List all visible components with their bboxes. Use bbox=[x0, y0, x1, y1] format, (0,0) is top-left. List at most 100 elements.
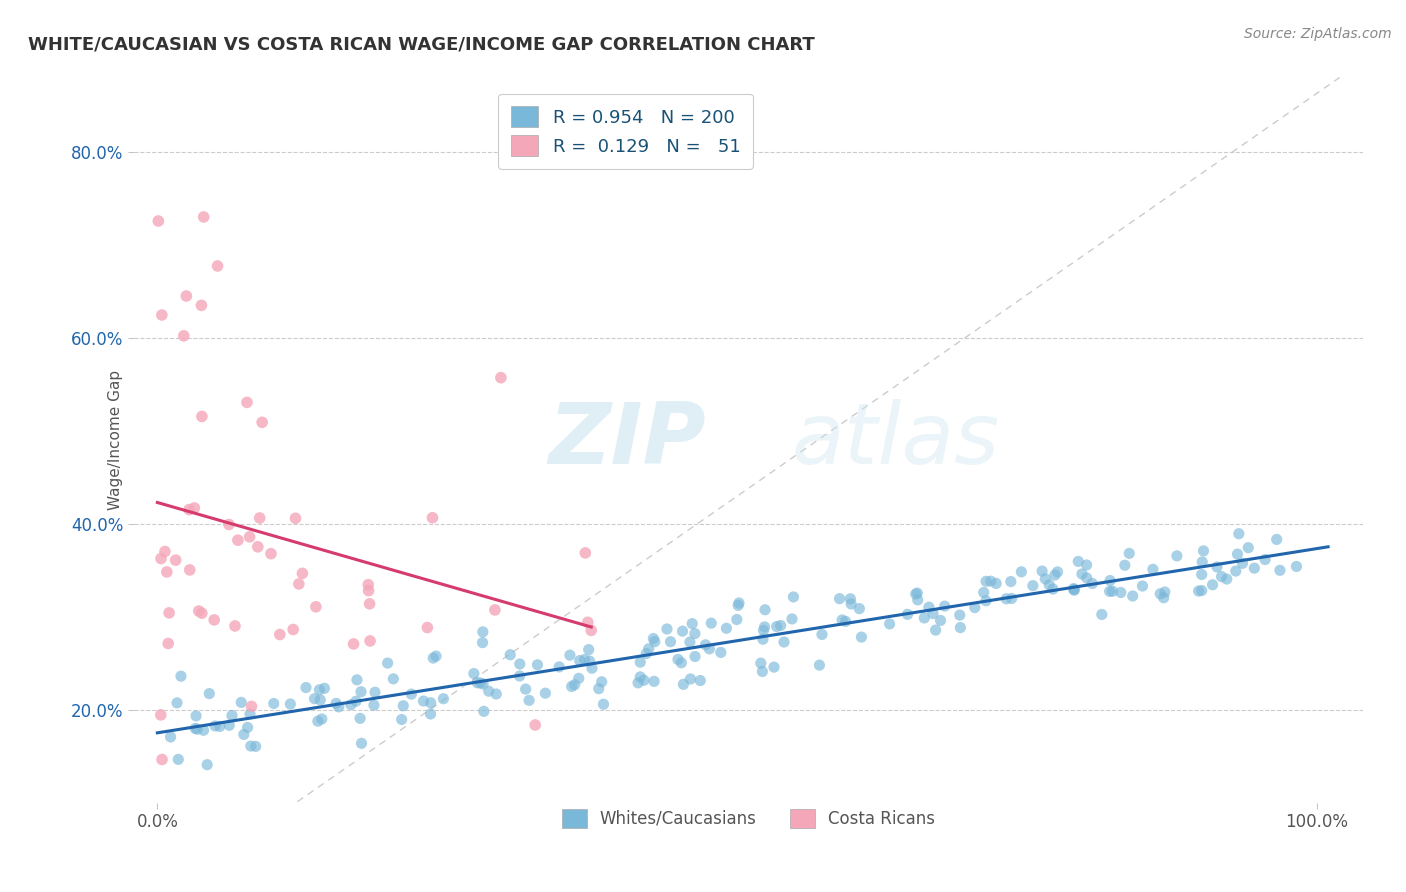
Text: Source: ZipAtlas.com: Source: ZipAtlas.com bbox=[1244, 27, 1392, 41]
Point bbox=[811, 627, 834, 641]
Point bbox=[359, 634, 381, 648]
Point bbox=[578, 642, 600, 657]
Point bbox=[561, 680, 583, 694]
Point bbox=[980, 574, 1002, 589]
Point bbox=[751, 665, 773, 679]
Point bbox=[679, 635, 702, 649]
Point bbox=[934, 599, 956, 613]
Point bbox=[218, 517, 240, 532]
Point bbox=[150, 551, 173, 566]
Point bbox=[1063, 583, 1085, 598]
Point bbox=[1226, 547, 1249, 561]
Point bbox=[974, 574, 997, 589]
Point bbox=[973, 585, 995, 599]
Point bbox=[695, 638, 717, 652]
Point bbox=[515, 682, 537, 697]
Point bbox=[579, 624, 602, 638]
Point bbox=[489, 370, 512, 384]
Point bbox=[284, 511, 307, 525]
Text: atlas: atlas bbox=[792, 399, 1000, 482]
Point bbox=[834, 615, 856, 629]
Point bbox=[291, 566, 314, 581]
Point bbox=[1042, 582, 1064, 596]
Point bbox=[1201, 578, 1223, 592]
Point bbox=[425, 649, 447, 664]
Point bbox=[643, 674, 665, 689]
Point bbox=[191, 606, 214, 620]
Point bbox=[628, 655, 651, 669]
Point bbox=[350, 736, 373, 750]
Point bbox=[628, 670, 651, 684]
Point bbox=[1076, 571, 1098, 585]
Point bbox=[485, 687, 508, 701]
Point bbox=[591, 674, 613, 689]
Point bbox=[232, 727, 254, 741]
Point bbox=[851, 630, 873, 644]
Point bbox=[578, 654, 600, 668]
Point bbox=[848, 601, 870, 615]
Point bbox=[150, 752, 173, 766]
Point bbox=[176, 289, 198, 303]
Point bbox=[170, 669, 193, 683]
Point bbox=[879, 616, 901, 631]
Point bbox=[1010, 565, 1032, 579]
Point bbox=[1109, 585, 1132, 599]
Point bbox=[325, 697, 347, 711]
Text: WHITE/CAUCASIAN VS COSTA RICAN WAGE/INCOME GAP CORRELATION CHART: WHITE/CAUCASIAN VS COSTA RICAN WAGE/INCO… bbox=[28, 36, 815, 54]
Point bbox=[1227, 526, 1250, 541]
Point bbox=[239, 706, 262, 721]
Point bbox=[752, 632, 775, 647]
Point bbox=[924, 623, 946, 637]
Point bbox=[564, 678, 586, 692]
Point bbox=[363, 698, 385, 713]
Point bbox=[484, 603, 506, 617]
Point bbox=[1099, 574, 1122, 588]
Point bbox=[524, 718, 547, 732]
Point bbox=[392, 698, 415, 713]
Point bbox=[963, 600, 986, 615]
Point bbox=[1206, 560, 1229, 574]
Point bbox=[165, 553, 187, 567]
Point bbox=[240, 699, 263, 714]
Point bbox=[231, 695, 253, 709]
Point bbox=[1122, 589, 1144, 603]
Point bbox=[288, 577, 311, 591]
Legend: Whites/Caucasians, Costa Ricans: Whites/Caucasians, Costa Ricans bbox=[555, 802, 942, 835]
Point bbox=[1071, 566, 1094, 581]
Point bbox=[478, 684, 501, 698]
Point bbox=[558, 648, 581, 662]
Point bbox=[305, 599, 328, 614]
Point bbox=[186, 723, 208, 737]
Point bbox=[581, 661, 603, 675]
Point bbox=[432, 691, 454, 706]
Point bbox=[681, 616, 703, 631]
Point bbox=[1118, 546, 1140, 560]
Point bbox=[780, 612, 803, 626]
Point bbox=[509, 669, 531, 683]
Point bbox=[1091, 607, 1114, 622]
Point bbox=[207, 259, 229, 273]
Point bbox=[1285, 559, 1308, 574]
Point bbox=[150, 308, 173, 322]
Point bbox=[422, 651, 444, 665]
Point bbox=[346, 673, 368, 687]
Point bbox=[683, 626, 706, 640]
Point bbox=[153, 544, 176, 558]
Point bbox=[295, 681, 318, 695]
Point bbox=[1101, 584, 1123, 599]
Point bbox=[472, 677, 495, 691]
Point bbox=[727, 599, 749, 613]
Point bbox=[526, 657, 548, 672]
Point bbox=[1149, 587, 1171, 601]
Point bbox=[156, 565, 179, 579]
Point bbox=[949, 621, 972, 635]
Point bbox=[184, 722, 207, 736]
Point bbox=[245, 739, 267, 754]
Point bbox=[157, 636, 180, 650]
Point bbox=[839, 591, 862, 606]
Point bbox=[644, 634, 666, 648]
Point bbox=[765, 619, 787, 633]
Point bbox=[344, 694, 367, 708]
Point bbox=[1211, 569, 1233, 583]
Point bbox=[995, 591, 1018, 606]
